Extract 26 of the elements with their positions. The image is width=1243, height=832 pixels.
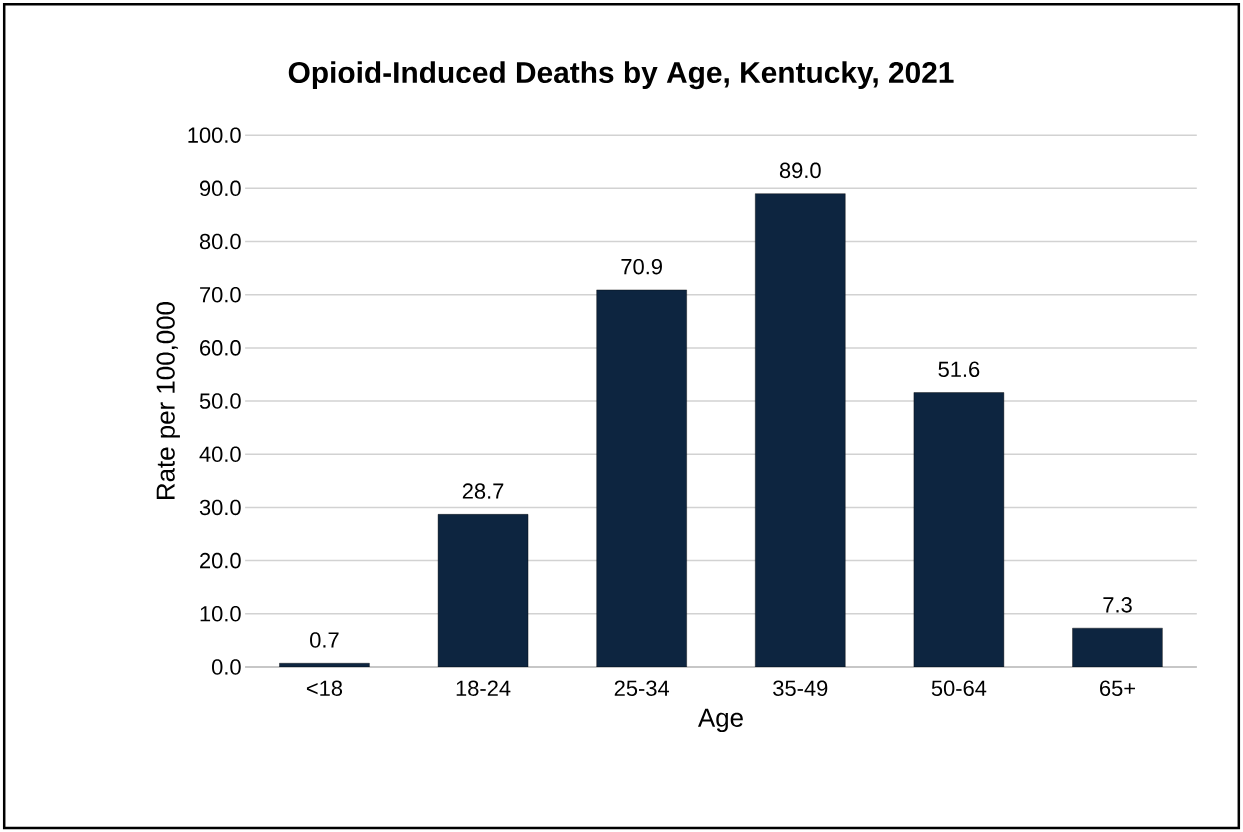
data-label: 51.6 <box>938 361 980 377</box>
y-tick-label: 0.0 <box>212 659 241 675</box>
y-tick-label: 70.0 <box>200 286 241 303</box>
y-axis-title: Rate per 100,000 <box>156 302 180 499</box>
y-tick-label: 30.0 <box>199 499 241 516</box>
x-tick-label: 35-49 <box>773 680 828 696</box>
x-tick-label: <18 <box>306 680 343 696</box>
y-tick-label: 40.0 <box>199 446 241 462</box>
y-tick-label: 100.0 <box>188 127 241 143</box>
x-tick-label: 50-64 <box>931 680 987 696</box>
x-tick-label: 18-24 <box>456 680 511 696</box>
y-tick-label: 80.0 <box>199 233 241 250</box>
y-tick-label: 90.0 <box>199 180 241 197</box>
x-tick-label: 65+ <box>1100 680 1136 696</box>
y-tick-label: 20.0 <box>200 552 241 569</box>
x-axis-title: Age <box>697 708 743 732</box>
data-label: 89.0 <box>779 162 821 179</box>
x-tick-label: 25-34 <box>614 680 670 696</box>
data-label: 7.3 <box>1103 597 1132 613</box>
y-tick-label: 60.0 <box>200 340 241 356</box>
data-label: 70.9 <box>621 258 662 275</box>
data-label: 28.7 <box>462 483 504 499</box>
y-tick-label: 10.0 <box>200 605 241 622</box>
data-label: 0.7 <box>310 632 339 648</box>
chart-title: Opioid-Induced Deaths by Age, Kentucky, 2021 <box>288 61 954 90</box>
y-tick-label: 50.0 <box>199 393 241 409</box>
